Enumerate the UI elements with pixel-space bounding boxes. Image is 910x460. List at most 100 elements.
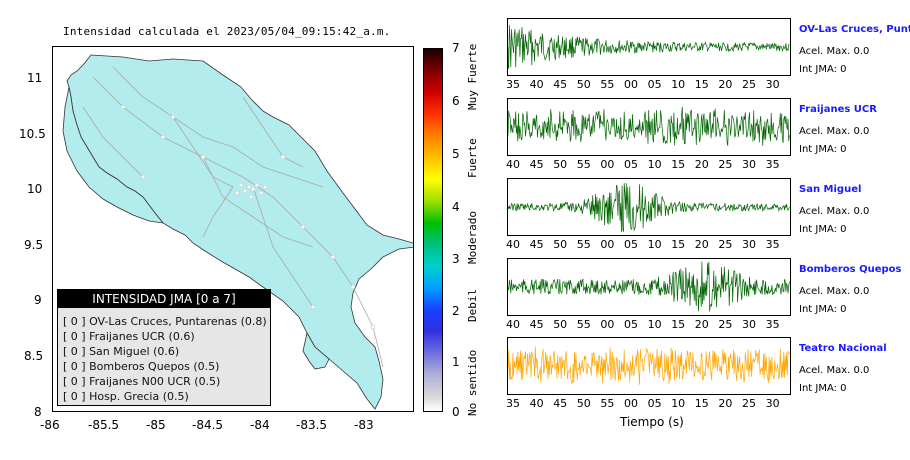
time-tick: 25 — [742, 397, 756, 410]
time-tick: 50 — [553, 158, 568, 171]
seismogram-panel[interactable] — [507, 258, 791, 316]
station-accel: Acel. Max. 0.0 — [799, 46, 870, 57]
time-tick: 25 — [718, 158, 733, 171]
time-tick: 35 — [765, 158, 780, 171]
waveform-svg — [508, 25, 790, 69]
nicoya-peninsula — [62, 86, 164, 224]
legend-row: [ 0 ] San Miguel (0.6) — [63, 345, 180, 358]
colorbar-category: Fuerte — [466, 138, 479, 178]
colorbar-tick: 6 — [452, 94, 460, 108]
seismogram-panel[interactable] — [507, 178, 791, 236]
waveform-svg — [508, 261, 790, 312]
map-y-tick: 11 — [27, 71, 43, 85]
time-tick: 15 — [671, 158, 686, 171]
map-y-tick: 8 — [34, 405, 42, 419]
waveform-trace — [508, 106, 790, 146]
road-network — [82, 66, 384, 368]
map-x-tick: -84 — [250, 418, 270, 432]
station-name: Fraijanes UCR — [799, 104, 877, 115]
waveform-trace — [508, 346, 790, 385]
station-name: Teatro Nacional — [799, 343, 887, 354]
station-accel: Acel. Max. 0.0 — [799, 126, 870, 137]
seismogram-panel[interactable] — [507, 337, 791, 395]
time-tick: 00 — [600, 158, 615, 171]
time-tick: 05 — [647, 397, 662, 410]
waveform-trace — [508, 25, 790, 69]
map-x-tick: -83 — [354, 418, 374, 432]
seismogram-panel[interactable] — [507, 18, 791, 76]
waveform-trace — [508, 261, 790, 312]
seismogram-panel[interactable] — [507, 98, 791, 156]
time-tick: 10 — [647, 158, 662, 171]
time-tick: 05 — [647, 78, 662, 91]
time-tick: 30 — [765, 397, 780, 410]
station-accel: Acel. Max. 0.0 — [799, 206, 870, 217]
time-tick: 10 — [671, 78, 686, 91]
map-title: Intensidad calculada el 2023/05/04_09:15… — [63, 25, 391, 38]
time-tick: 15 — [671, 318, 686, 331]
colorbar-tick: 4 — [452, 200, 460, 214]
legend-row: [ 0 ] Fraijanes UCR (0.6) — [63, 330, 195, 343]
time-tick: 55 — [576, 238, 591, 251]
time-tick: 40 — [506, 318, 520, 331]
colorbar-category: Debil — [466, 288, 479, 322]
time-tick: 20 — [694, 158, 709, 171]
time-tick: 05 — [624, 238, 638, 251]
legend-row: [ 0 ] Hosp. Grecia (0.5) — [63, 390, 189, 403]
time-tick: 55 — [576, 318, 591, 331]
intensity-legend: INTENSIDAD JMA [0 a 7] [ 0 ] OV-Las Cruc… — [57, 289, 271, 406]
station-accel: Acel. Max. 0.0 — [799, 365, 870, 376]
station-name: Bomberos Quepos — [799, 264, 902, 275]
time-tick: 35 — [506, 397, 520, 410]
time-tick: 35 — [765, 238, 780, 251]
time-tick: 20 — [718, 78, 733, 91]
map-y-tick: 10 — [27, 182, 43, 196]
station-intensity: Int JMA: 0 — [799, 144, 847, 155]
station-name: San Miguel — [799, 184, 862, 195]
colorbar-tick: 1 — [452, 355, 460, 369]
time-tick: 40 — [529, 397, 544, 410]
time-tick: 25 — [718, 318, 733, 331]
time-tick: 30 — [742, 318, 756, 331]
time-tick: 25 — [718, 238, 733, 251]
colorbar-category: Muy Fuerte — [466, 43, 479, 110]
time-tick: 20 — [694, 238, 709, 251]
station-intensity: Int JMA: 0 — [799, 64, 847, 75]
time-tick: 55 — [600, 78, 615, 91]
time-tick: 10 — [671, 397, 686, 410]
map-canvas[interactable] — [53, 47, 414, 412]
time-tick: 50 — [576, 397, 591, 410]
colorbar-category: Moderado — [466, 211, 479, 264]
time-tick: 30 — [742, 238, 756, 251]
time-tick: 45 — [529, 158, 544, 171]
station-intensity: Int JMA: 0 — [799, 304, 847, 315]
time-tick: 35 — [506, 78, 520, 91]
colorbar-category: No sentido — [466, 349, 479, 416]
legend-row: [ 0 ] OV-Las Cruces, Puntarenas (0.8) — [63, 315, 267, 328]
map-y-tick: 9.5 — [24, 238, 44, 252]
waveform-svg — [508, 346, 790, 385]
map-x-tick: -86 — [40, 418, 60, 432]
map-y-tick: 10.5 — [19, 127, 46, 141]
waveform-trace — [508, 182, 790, 233]
map-x-tick: -85 — [146, 418, 166, 432]
time-tick: 55 — [576, 158, 591, 171]
time-tick: 40 — [506, 158, 520, 171]
time-tick: 15 — [671, 238, 686, 251]
time-tick: 20 — [718, 397, 733, 410]
time-tick: 45 — [529, 238, 544, 251]
waveform-svg — [508, 106, 790, 146]
legend-row: [ 0 ] Bomberos Quepos (0.5) — [63, 360, 220, 373]
time-tick: 10 — [647, 318, 662, 331]
colorbar-tick: 0 — [452, 405, 460, 419]
map-x-tick: -85.5 — [88, 418, 120, 432]
time-tick: 15 — [694, 397, 709, 410]
station-accel: Acel. Max. 0.0 — [799, 286, 870, 297]
time-tick: 05 — [624, 318, 638, 331]
intensity-colorbar — [423, 48, 443, 412]
colorbar-tick: 3 — [452, 252, 460, 266]
time-tick: 05 — [624, 158, 638, 171]
time-tick: 25 — [742, 78, 756, 91]
time-axis-label: Tiempo (s) — [620, 415, 684, 429]
time-tick: 55 — [600, 397, 615, 410]
